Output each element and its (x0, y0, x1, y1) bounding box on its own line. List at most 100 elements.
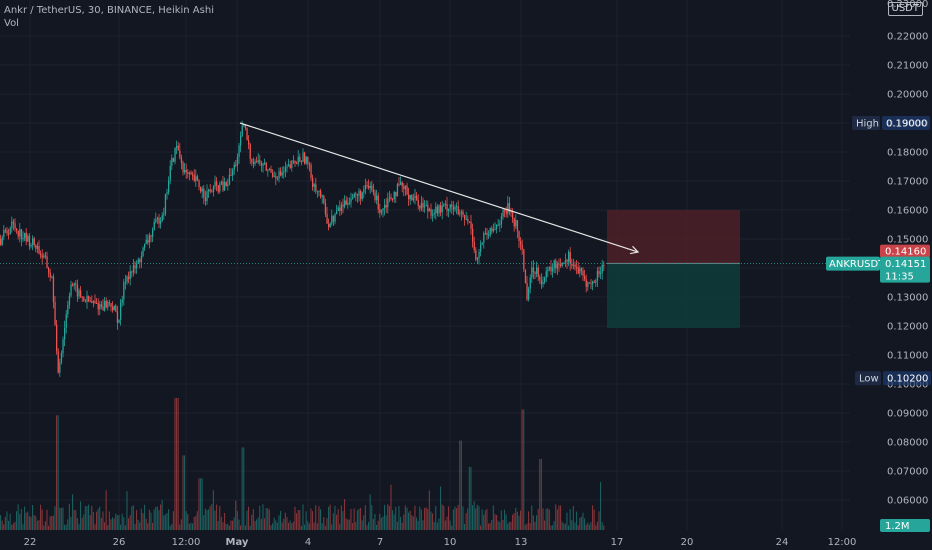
candle-body (249, 144, 251, 159)
candle-body (483, 233, 485, 243)
volume-bar (416, 517, 418, 530)
time-tick-label: 22 (24, 537, 37, 548)
price-tick-label: 0.16000 (887, 206, 928, 217)
candle-body (534, 272, 536, 274)
volume-bar (561, 521, 563, 530)
candle-body (337, 207, 339, 211)
volume-bar (444, 520, 446, 530)
time-tick-label: 24 (776, 537, 789, 548)
volume-bar (272, 523, 274, 530)
candle-body (169, 165, 171, 181)
candle-body (425, 204, 427, 206)
volume-bar (17, 504, 19, 530)
volume-bar (344, 499, 346, 530)
candle-body (555, 260, 557, 269)
volume-bar (84, 506, 86, 530)
volume-bar (76, 518, 78, 530)
volume-bar (600, 482, 602, 530)
candle-body (116, 311, 119, 323)
candle-body (164, 193, 167, 214)
candle-body (84, 300, 87, 302)
volume-bar (179, 524, 181, 530)
volume-bar (345, 518, 347, 530)
volume-bar (145, 518, 147, 530)
volume-bar (91, 505, 93, 530)
volume-bar (257, 517, 259, 530)
candle-body (409, 194, 411, 200)
candle-body (65, 314, 67, 328)
time-tick-label: 10 (444, 537, 457, 548)
volume-bar (289, 520, 291, 530)
volume-bar (328, 506, 330, 530)
volume-bar (347, 519, 349, 530)
volume-bar (14, 521, 16, 530)
volume-bar (510, 521, 512, 530)
candle-body (297, 156, 299, 164)
bar-countdown: 11:35 (885, 272, 914, 283)
candle-body (593, 281, 595, 283)
volume-bar (353, 508, 355, 530)
candle-body (200, 187, 202, 192)
candle-body (396, 183, 399, 197)
candle-body (192, 174, 194, 176)
volume-bar (284, 512, 286, 530)
volume-bar (457, 504, 459, 530)
volume-bar (121, 513, 123, 530)
volume-bar (72, 494, 74, 530)
candle-body (272, 172, 274, 177)
candle-body (473, 241, 475, 250)
candle-body (387, 198, 389, 208)
volume-bar (336, 514, 338, 530)
candle-body (582, 270, 584, 276)
candle-body (451, 204, 453, 207)
volume-bar (534, 521, 536, 530)
price-tick-label: 0.21000 (887, 61, 928, 72)
volume-bar (360, 507, 362, 530)
time-tick-label: 4 (305, 537, 311, 548)
volume-bar (540, 458, 542, 530)
volume-indicator-label[interactable]: Vol (4, 18, 19, 29)
candle-body (443, 204, 445, 206)
volume-bar (572, 505, 574, 530)
volume-bar (244, 525, 246, 530)
volume-bar (467, 508, 469, 530)
candle-body (382, 208, 384, 211)
volume-bar (78, 524, 80, 530)
candle-body (246, 128, 248, 141)
position-price-label: 0.14160 (885, 247, 926, 258)
volume-bar (43, 525, 45, 530)
candle-body (148, 235, 151, 243)
volume-bar (481, 509, 483, 530)
volume-bar (568, 525, 570, 530)
volume-bar (25, 512, 27, 530)
volume-bar (576, 511, 578, 530)
candle-body (296, 163, 298, 165)
candle-body (196, 176, 199, 181)
price-tick-label: 0.07000 (887, 467, 928, 478)
volume-bar (468, 466, 470, 530)
volume-bar (595, 525, 597, 530)
volume-bar (366, 525, 368, 530)
volume-bar (379, 514, 381, 530)
candle-body (153, 221, 155, 230)
volume-bar (36, 520, 38, 530)
candle-body (548, 266, 551, 270)
volume-bar (547, 508, 549, 530)
volume-bar (177, 398, 179, 530)
volume-bar (590, 522, 592, 530)
candle-body (313, 184, 315, 187)
volume-bar (419, 506, 421, 530)
candle-body (600, 272, 602, 275)
candle-body (206, 191, 208, 202)
candle-body (172, 158, 175, 162)
currency-selector[interactable]: USDT (887, 2, 923, 16)
candle-body (64, 327, 66, 340)
volume-bar (235, 500, 237, 530)
candle-body (140, 256, 143, 263)
volume-bar (592, 505, 594, 530)
volume-bar (116, 515, 118, 530)
volume-bar (169, 525, 171, 530)
candle-body (454, 207, 456, 210)
candle-body (492, 229, 495, 232)
